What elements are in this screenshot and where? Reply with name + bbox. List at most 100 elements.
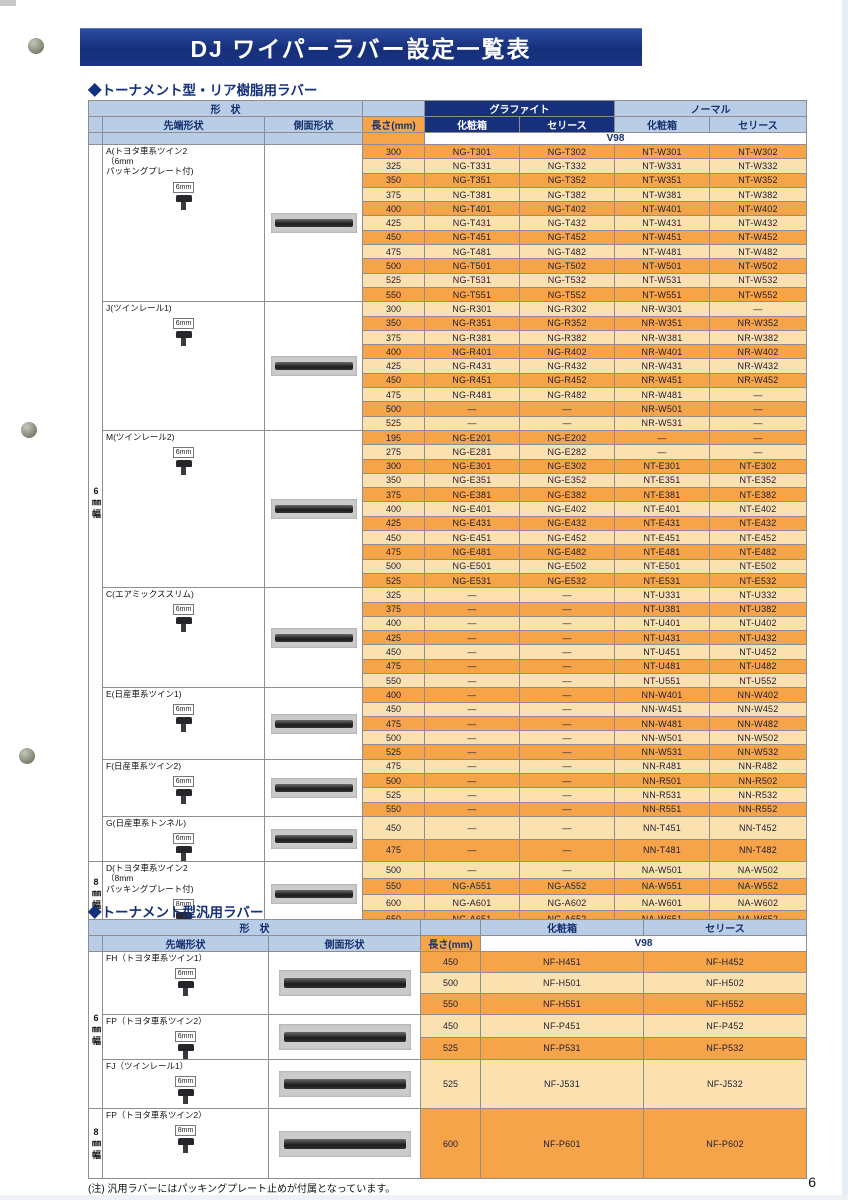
part-number-cell: ― (519, 687, 616, 703)
rubber-profile-icon (283, 1079, 406, 1090)
table-row: 300 NG-E301 NG-E302 NT-E301 NT-E302 (89, 458, 808, 474)
rubber-cross-section-icon (175, 331, 192, 347)
part-number-cell: ― (519, 644, 616, 660)
part-number-cell: NG-T502 (519, 258, 616, 274)
length-cell: 475 (362, 244, 426, 260)
table-row: 375 NG-E381 NG-E382 NT-E381 NT-E382 (89, 487, 808, 503)
part-number-cell: ― (614, 429, 711, 446)
part-number-cell: NN-W452 (709, 701, 808, 717)
side-shape-photo (270, 627, 357, 648)
tip-shape-icon: 6mm (104, 447, 264, 476)
part-number-cell: NN-W482 (709, 715, 808, 732)
part-number-cell: ― (519, 630, 616, 646)
punch-hole (28, 38, 44, 54)
part-number-cell: NG-R452 (519, 372, 616, 389)
part-number-cell: NT-W451 (614, 229, 711, 246)
part-number-cell: NF-P452 (643, 1014, 808, 1038)
tip-shape-icon: 6mm (104, 604, 264, 633)
blade-stem (183, 1096, 188, 1105)
col-header-spacer (88, 132, 103, 145)
rubber-cross-section-icon (175, 617, 192, 633)
table-row: 475 ― ― NN-T481 NN-T482 (89, 838, 808, 863)
part-number-cell: NT-W332 (709, 158, 808, 174)
rubber-profile-icon (283, 1032, 406, 1043)
side-shape-cell (263, 687, 364, 760)
table-row: 8㎜幅 D(トヨタ車系ツイン2 （8mm パッキングプレート付) 8mm 500 ― ― N… (88, 861, 808, 928)
part-number-cell: ― (424, 415, 521, 431)
part-number-cell: NG-E282 (519, 444, 616, 460)
group-label: FH（トヨタ車系ツイン1） (106, 953, 208, 963)
table-row: 325 NG-T331 NG-T332 NT-W331 NT-W332 (89, 158, 808, 174)
part-number-cell: ― (519, 838, 616, 863)
width-label: 8㎜幅 (88, 1108, 103, 1180)
tip-shape-icon: 6mm (104, 775, 264, 804)
side-shape-cell (267, 1108, 422, 1180)
table-row: 6㎜幅 FH（トヨタ車系ツイン1） 6mm 450 NF-H451 NF-H452 (88, 950, 808, 1110)
size-tag-label: 8mm (174, 1125, 197, 1137)
part-number-cell: NA-W602 (709, 893, 808, 912)
part-number-cell: NG-E301 (424, 458, 521, 474)
part-number-cell: ― (709, 444, 808, 460)
part-number-cell: NG-T302 (519, 143, 616, 160)
part-number-cell: NG-R402 (519, 344, 616, 360)
rubber-cross-section-icon (175, 788, 192, 804)
part-number-cell: NT-W382 (709, 186, 808, 203)
group-label: J(ツインレール1) (106, 303, 172, 314)
length-cell: 275 (362, 444, 426, 460)
part-number-cell: NG-A601 (424, 893, 521, 912)
table-row: C(エアミックススリム) 6mm 325 ― ― NT-U331 NT-U332 (89, 587, 808, 689)
part-number-cell: ― (519, 615, 616, 632)
part-number-cell: NG-E381 (424, 487, 521, 503)
part-number-cell: NT-W381 (614, 186, 711, 203)
length-cell: 525 (362, 744, 426, 760)
length-cell: 400 (362, 201, 426, 217)
table-row: 375 ― ― NT-U381 NT-U382 (89, 601, 808, 617)
length-cell: 350 (362, 315, 426, 331)
part-number-cell: NG-R482 (519, 387, 616, 403)
blade-stem (181, 853, 186, 861)
width-label: 8㎜幅 (88, 861, 103, 928)
length-cell: 500 (362, 730, 426, 746)
col-header-spacer (88, 116, 103, 133)
rubber-profile-icon (274, 719, 353, 728)
part-number-cell: NT-W482 (709, 244, 808, 260)
table-row: 425 NG-E431 NG-E432 NT-E431 NT-E432 (89, 515, 808, 532)
part-number-cell: NG-T401 (424, 201, 521, 217)
size-tag-label: 6mm (172, 181, 195, 193)
part-number-cell: NT-E452 (709, 530, 808, 546)
tip-shape-icon: 6mm (104, 181, 264, 210)
length-cell: 450 (362, 701, 426, 717)
blade-head (175, 194, 192, 202)
side-shape-cell (267, 951, 422, 1015)
tip-shape-cell: F(日産車系ツイン2) 6mm (102, 758, 265, 817)
length-cell: 475 (362, 658, 426, 674)
part-number-cell: NT-U331 (614, 587, 711, 603)
width-label: 6㎜幅 (88, 143, 103, 863)
part-number-cell: ― (614, 444, 711, 460)
col-header-graphite: グラファイト (424, 100, 616, 117)
part-number-cell: NT-W552 (709, 286, 808, 303)
table-row: 8㎜幅 FP（トヨタ車系ツイン2） 8mm 600 NF-P601 NF-P602 (88, 1108, 808, 1180)
part-number-cell: ― (424, 861, 521, 879)
table-row: 550 ― ― NT-U551 NT-U552 (89, 672, 808, 689)
table-row: 525 NG-E531 NG-E532 NT-E531 NT-E532 (89, 572, 808, 589)
part-number-cell: NN-R501 (614, 773, 711, 789)
part-number-cell: NN-T482 (709, 838, 808, 863)
tip-shape-icon: 6mm (104, 833, 264, 861)
table-row: G(日産車系トンネル) 6mm 450 ― ― NN-T451 NN-T452 (89, 815, 808, 863)
side-shape-photo (278, 1024, 411, 1051)
length-cell: 425 (362, 358, 426, 374)
rubber-profile-icon (274, 219, 353, 228)
blade-head (175, 717, 192, 725)
length-cell: 500 (362, 861, 426, 879)
section-title-general-rubber: ◆トーナメント型汎用ラバー (88, 905, 264, 920)
part-number-prefix: V98 (480, 935, 808, 952)
part-number-cell: ― (709, 415, 808, 431)
part-number-cell: ― (424, 672, 521, 689)
part-number-cell: ― (424, 758, 521, 775)
length-cell: 500 (362, 401, 426, 417)
part-number-cell: NF-H551 (480, 993, 645, 1015)
table-row: 550 NF-H551 NF-H552 (89, 993, 808, 1015)
table-row: M(ツインレール2) 6mm 195 NG-E201 NG-E202 ― ― (89, 429, 808, 589)
rubber-cross-section-icon (175, 717, 192, 733)
